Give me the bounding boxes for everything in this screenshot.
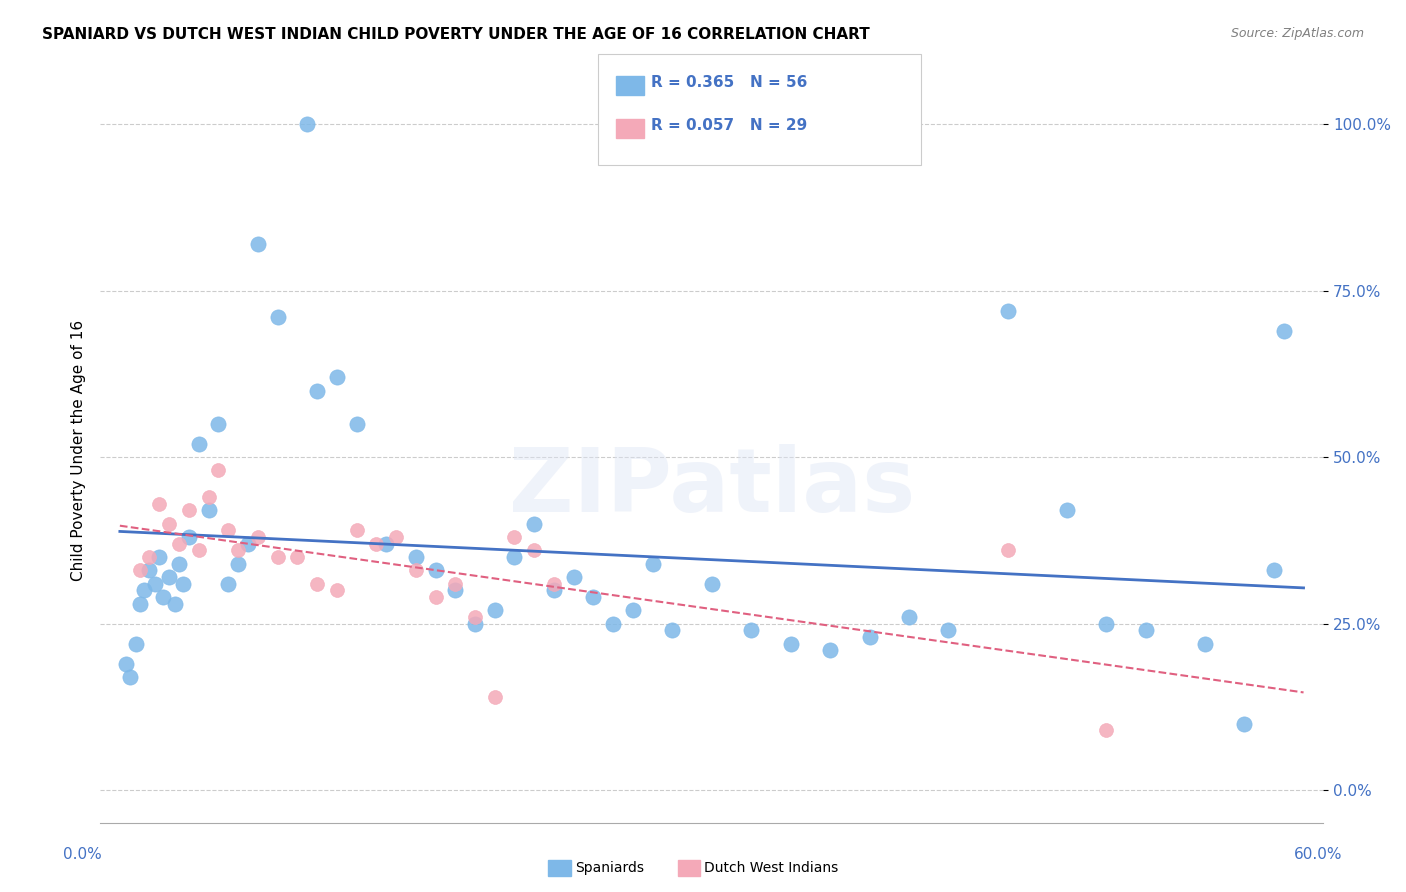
Point: [226, 557, 249, 571]
Point: [307, 576, 329, 591]
Point: [128, 597, 150, 611]
Text: ZIPatlas: ZIPatlas: [509, 444, 915, 532]
Point: [444, 576, 467, 591]
Point: [177, 503, 200, 517]
Y-axis label: Child Poverty Under the Age of 16: Child Poverty Under the Age of 16: [72, 320, 86, 581]
Point: [1272, 324, 1295, 338]
Point: [1095, 723, 1118, 738]
Point: [661, 624, 683, 638]
Point: [138, 563, 160, 577]
Point: [187, 437, 209, 451]
Point: [444, 583, 467, 598]
Text: R = 0.057   N = 29: R = 0.057 N = 29: [651, 119, 807, 133]
Point: [114, 657, 136, 671]
Point: [132, 583, 155, 598]
Text: R = 0.365   N = 56: R = 0.365 N = 56: [651, 76, 807, 90]
Point: [266, 310, 288, 325]
Point: [1056, 503, 1078, 517]
Point: [152, 590, 174, 604]
Point: [997, 543, 1019, 558]
Point: [307, 384, 329, 398]
Point: [523, 516, 546, 531]
Point: [197, 503, 219, 517]
Point: [128, 563, 150, 577]
Point: [740, 624, 762, 638]
Point: [167, 557, 190, 571]
Point: [602, 616, 624, 631]
Point: [562, 570, 585, 584]
Point: [582, 590, 605, 604]
Point: [425, 590, 447, 604]
Point: [818, 643, 841, 657]
Point: [938, 624, 960, 638]
Point: [375, 537, 398, 551]
Point: [287, 549, 309, 564]
Point: [236, 537, 259, 551]
Point: [217, 576, 239, 591]
Point: [246, 237, 269, 252]
Point: [1233, 716, 1256, 731]
Point: [1194, 637, 1216, 651]
Point: [172, 576, 194, 591]
Point: [148, 497, 170, 511]
Point: [346, 524, 368, 538]
Point: [148, 549, 170, 564]
Point: [266, 549, 288, 564]
Point: [858, 630, 880, 644]
Point: [543, 583, 565, 598]
Point: [207, 417, 229, 431]
Point: [346, 417, 368, 431]
Point: [326, 370, 349, 384]
Point: [217, 524, 239, 538]
Point: [145, 576, 167, 591]
Point: [165, 597, 187, 611]
Point: [464, 616, 486, 631]
Point: [503, 549, 526, 564]
Point: [157, 570, 180, 584]
Point: [484, 603, 506, 617]
Point: [621, 603, 644, 617]
Point: [124, 637, 146, 651]
Point: [1135, 624, 1157, 638]
Point: [297, 117, 319, 131]
Point: [484, 690, 506, 704]
Point: [197, 490, 219, 504]
Point: [898, 610, 921, 624]
Point: [157, 516, 180, 531]
Point: [641, 557, 664, 571]
Point: [1095, 616, 1118, 631]
Point: [503, 530, 526, 544]
Point: [326, 583, 349, 598]
Point: [167, 537, 190, 551]
Text: Source: ZipAtlas.com: Source: ZipAtlas.com: [1230, 27, 1364, 40]
Text: Spaniards: Spaniards: [575, 861, 644, 875]
Text: Dutch West Indians: Dutch West Indians: [704, 861, 838, 875]
Point: [1263, 563, 1285, 577]
Point: [523, 543, 546, 558]
Point: [366, 537, 388, 551]
Point: [177, 530, 200, 544]
Text: 0.0%: 0.0%: [63, 847, 103, 862]
Text: SPANIARD VS DUTCH WEST INDIAN CHILD POVERTY UNDER THE AGE OF 16 CORRELATION CHAR: SPANIARD VS DUTCH WEST INDIAN CHILD POVE…: [42, 27, 870, 42]
Point: [118, 670, 141, 684]
Point: [405, 549, 427, 564]
Point: [700, 576, 723, 591]
Point: [207, 463, 229, 477]
Point: [138, 549, 160, 564]
Point: [543, 576, 565, 591]
Point: [464, 610, 486, 624]
Point: [246, 530, 269, 544]
Point: [997, 303, 1019, 318]
Text: 60.0%: 60.0%: [1295, 847, 1343, 862]
Point: [187, 543, 209, 558]
Point: [425, 563, 447, 577]
Point: [226, 543, 249, 558]
Point: [405, 563, 427, 577]
Point: [385, 530, 408, 544]
Point: [779, 637, 801, 651]
